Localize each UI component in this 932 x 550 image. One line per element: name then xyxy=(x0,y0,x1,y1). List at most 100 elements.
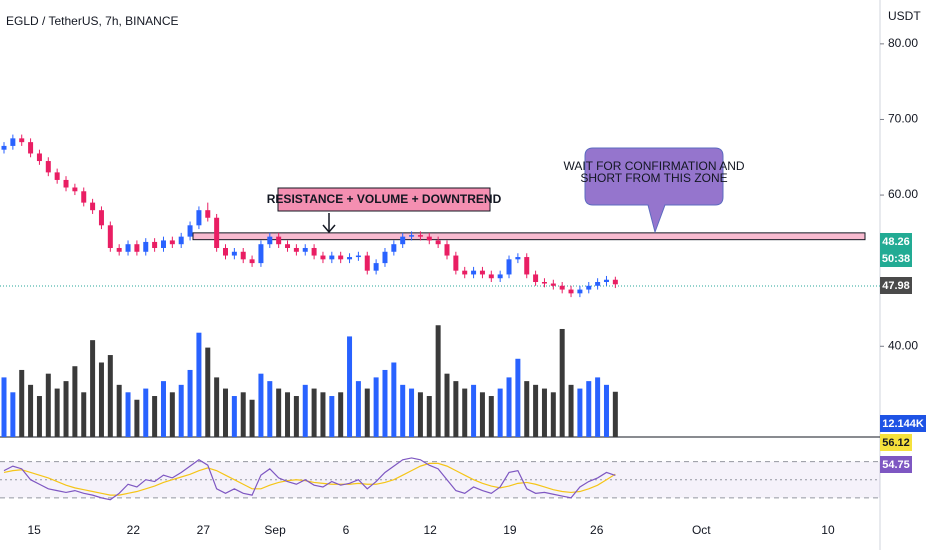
volume-bar xyxy=(223,388,228,437)
candle-body xyxy=(160,240,166,248)
volume-bar xyxy=(205,347,211,437)
volume-bar xyxy=(28,384,34,437)
candle-body xyxy=(258,244,264,264)
rsi-ma-line xyxy=(3,462,616,496)
candle-body xyxy=(417,235,423,237)
volume-bar xyxy=(568,384,574,437)
volume-bar xyxy=(577,388,583,437)
volume-bar xyxy=(169,392,175,437)
candle-body xyxy=(462,270,468,275)
candle-body xyxy=(10,138,16,146)
volume-bar xyxy=(586,381,592,437)
volume-bar xyxy=(152,396,158,437)
volume-bar xyxy=(462,388,468,437)
candle-body xyxy=(533,274,539,283)
candle-body xyxy=(506,259,512,275)
volume-bar xyxy=(45,373,51,437)
volume-bar xyxy=(338,392,344,437)
candle-body xyxy=(497,274,503,279)
candle-body xyxy=(169,240,175,245)
x-tick-label: Sep xyxy=(264,523,286,537)
rsi-label: 54.75 xyxy=(882,459,910,471)
volume-bar xyxy=(417,392,423,437)
volume-bar xyxy=(533,384,539,437)
volume-bar xyxy=(400,384,406,437)
candle-body xyxy=(143,241,149,252)
candle-body xyxy=(373,263,379,271)
candle-body xyxy=(152,241,158,248)
x-tick-label: 10 xyxy=(821,523,835,537)
candle-body xyxy=(63,179,69,188)
candle-body xyxy=(231,251,237,256)
marker-price-label-box xyxy=(880,233,912,250)
candle-body xyxy=(391,244,397,252)
candle-body xyxy=(603,279,609,283)
volume-bar xyxy=(107,355,113,437)
candle-body xyxy=(409,235,415,237)
candle-body xyxy=(223,247,228,256)
volume-bar xyxy=(391,362,397,437)
volume-bar xyxy=(612,391,618,437)
candle-body xyxy=(54,172,60,180)
candle-body xyxy=(382,251,388,264)
volume-bar xyxy=(293,396,299,437)
candle-body xyxy=(444,244,450,256)
candle-body xyxy=(311,247,317,256)
candle-body xyxy=(240,251,246,260)
candle-body xyxy=(488,274,494,279)
volume-bar xyxy=(231,396,237,437)
candle-body xyxy=(19,138,25,143)
candle-body xyxy=(550,283,556,286)
candle-body xyxy=(355,255,361,258)
candle-body xyxy=(36,153,42,162)
candle-body xyxy=(435,240,441,245)
candle-body xyxy=(338,255,344,260)
volume-bar xyxy=(81,392,87,437)
volume-bar xyxy=(497,388,503,437)
volume-bar xyxy=(471,384,477,437)
candle-body xyxy=(98,210,104,226)
candle-body xyxy=(214,217,220,248)
volume-bar xyxy=(160,381,166,437)
volume-bar xyxy=(506,377,512,437)
volume-bar xyxy=(435,325,441,437)
candle-body xyxy=(196,210,202,226)
volume-bar xyxy=(90,340,96,437)
volume-bar xyxy=(373,377,379,437)
candle-body xyxy=(249,259,255,264)
volume-bar xyxy=(267,381,273,437)
volume-bar xyxy=(36,396,42,437)
x-tick-label: 12 xyxy=(423,523,437,537)
volume-bar xyxy=(249,399,255,437)
candle-body xyxy=(134,244,140,252)
callout-text: WAIT FOR CONFIRMATION AND xyxy=(563,159,744,173)
candle-body xyxy=(568,289,574,294)
volume-bar xyxy=(19,369,25,437)
volume-bar xyxy=(559,328,565,437)
y-tick-label: 60.00 xyxy=(888,187,918,201)
note-text: RESISTANCE + VOLUME + DOWNTREND xyxy=(267,192,502,206)
y-tick-label: 40.00 xyxy=(888,338,918,352)
candle-body xyxy=(577,289,583,294)
volume-bar xyxy=(196,332,202,437)
volume-bar xyxy=(258,373,264,437)
candle-body xyxy=(453,255,459,271)
volume-bar xyxy=(355,381,361,437)
candle-body xyxy=(400,236,406,245)
x-tick-label: 22 xyxy=(127,523,141,537)
volume-bar xyxy=(276,388,282,437)
candle-body xyxy=(612,279,618,285)
callout xyxy=(584,147,724,234)
candle-body xyxy=(524,257,530,275)
volume-bar xyxy=(285,392,291,437)
candle-body xyxy=(276,236,282,245)
volume-bar xyxy=(329,396,335,437)
volume-bar xyxy=(116,384,122,437)
x-tick-label: 27 xyxy=(197,523,211,537)
candle-body xyxy=(178,236,184,245)
note-box xyxy=(277,187,491,212)
x-tick-label: 19 xyxy=(503,523,517,537)
volume-bar xyxy=(364,388,370,437)
volume-bar xyxy=(409,388,415,437)
volume-bar xyxy=(143,388,149,437)
